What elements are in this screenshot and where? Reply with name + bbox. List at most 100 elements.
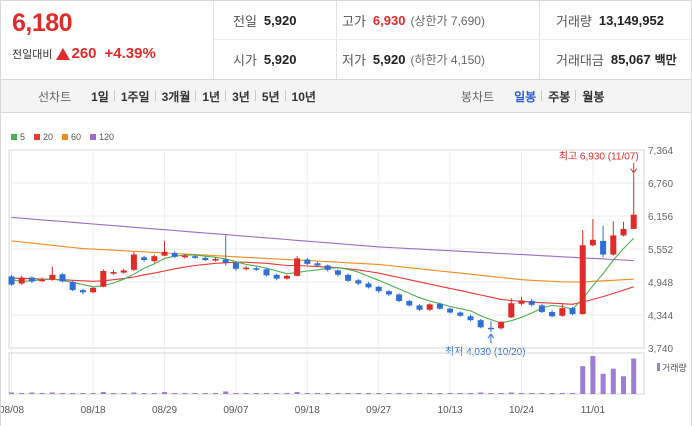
y-tick-label: 4,344 (648, 311, 673, 322)
volume-bar (600, 373, 606, 394)
high-label: 고가 (342, 13, 366, 29)
volume-bar (621, 376, 626, 394)
volume-bar (610, 368, 616, 394)
trade-value-unit: 백만 (654, 52, 677, 67)
ma60-line (11, 240, 634, 283)
candle-body (416, 305, 423, 310)
low-arrow-head (487, 333, 495, 339)
open-label: 시가 (233, 52, 257, 68)
candle-body (620, 228, 627, 236)
candle-body (151, 256, 158, 262)
candle-weekly[interactable]: 주봉 (541, 88, 576, 105)
prev-close-label: 전일 (233, 13, 257, 29)
period-1y[interactable]: 1년 (195, 88, 226, 105)
candle-body (385, 291, 392, 295)
open-value: 5,920 (263, 51, 297, 67)
candle-body (528, 301, 535, 305)
volume-bar (264, 392, 269, 394)
volume-bar (345, 392, 351, 394)
y-tick-label: 7,364 (648, 146, 673, 157)
candle-body (39, 279, 46, 282)
period-1d[interactable]: 1일 (91, 90, 109, 104)
candle-body (365, 283, 372, 288)
volume-bar (294, 391, 300, 394)
volume-bar (325, 392, 331, 394)
volume-bar (182, 392, 188, 394)
y-tick-label: 6,156 (648, 212, 673, 223)
candle-body (273, 274, 280, 279)
volume-bar (233, 392, 239, 394)
candle-body (477, 320, 484, 328)
volume-label: 거래량 (556, 13, 592, 29)
candle-body (100, 270, 107, 287)
volume-label: 거래량 (662, 362, 687, 373)
volume-bar (396, 392, 402, 394)
volume-bar (631, 358, 637, 394)
candle-body (59, 274, 66, 282)
legend-ma5-label: 5 (20, 132, 26, 142)
volume-bar (498, 392, 504, 394)
stock-summary-header: 6,180 전일대비 260 +4.39% 전일 5,920 시가 5,920 … (0, 0, 692, 80)
candle-body (90, 287, 97, 293)
volume-bar (580, 366, 586, 394)
candle-body (498, 321, 505, 329)
high-cell: 고가 6,930 (상한가 7,690) (342, 1, 485, 39)
line-chart-caption: 선차트 (38, 90, 72, 104)
change-row: 전일대비 260 +4.39% (12, 45, 156, 62)
volume-bar (100, 391, 106, 394)
candle-body (253, 268, 260, 270)
volume-bar (447, 392, 453, 394)
candle-body (304, 259, 311, 264)
legend-ma60: 60 (62, 132, 81, 142)
y-tick-label: 4,948 (648, 278, 673, 289)
candle-body (467, 316, 474, 321)
period-5y[interactable]: 5년 (254, 88, 286, 105)
x-tick-label: 08/08 (1, 405, 24, 416)
volume-legend-swatch (657, 363, 660, 371)
volume-bar (121, 392, 127, 394)
legend-ma20-label: 20 (43, 132, 54, 142)
candle-body (294, 258, 301, 276)
candle-body (457, 312, 464, 316)
legend-ma120-label: 120 (99, 132, 115, 142)
change-label: 전일대비 (12, 48, 53, 61)
change-amount: 260 (71, 45, 97, 62)
candle-body (222, 259, 229, 263)
candle-body (345, 274, 352, 281)
volume-bar (437, 392, 443, 394)
divider (539, 1, 540, 79)
candle-body (436, 303, 443, 309)
volume-bar (213, 392, 218, 394)
candle-body (161, 251, 168, 256)
prev-close-value: 5,920 (263, 12, 297, 28)
volume-bar (172, 392, 178, 394)
price-box: 6,180 전일대비 260 +4.39% (1, 1, 214, 79)
period-3m[interactable]: 3개월 (154, 88, 197, 105)
low-cell: 저가 5,920 (하한가 4,150) (342, 40, 485, 78)
x-tick-label: 10/24 (509, 405, 534, 416)
lower-limit: (하한가 4,150) (410, 52, 485, 67)
period-1w[interactable]: 1주일 (113, 88, 156, 105)
legend-ma5: 5 (11, 132, 25, 142)
volume-bar (386, 392, 392, 394)
period-10y[interactable]: 10년 (284, 88, 322, 105)
candle-body (171, 252, 178, 257)
candle-body (589, 239, 596, 246)
period-3y[interactable]: 3년 (225, 88, 256, 105)
volume-bar (417, 392, 422, 394)
candlestick-chart: 5 20 60 120 7,364 6,760 6,156 5,552 4,948 4,3… (0, 113, 692, 426)
volume-bar (559, 392, 565, 394)
volume-bar (590, 356, 596, 394)
candle-monthly[interactable]: 월봉 (575, 88, 610, 105)
volume-bar (111, 392, 116, 394)
up-triangle-icon (56, 47, 71, 60)
volume-bar (223, 391, 229, 394)
x-tick-label: 10/13 (438, 405, 463, 416)
volume-bar (529, 392, 535, 394)
candle-daily[interactable]: 일봉 (514, 90, 537, 104)
upper-limit: (상한가 7,690) (410, 13, 485, 28)
chart-toolbar: 선차트 1일 1주일 3개월 1년 3년 5년 10년 봉차트 일봉 주봉 월봉 (0, 80, 692, 113)
candle-body (487, 327, 494, 330)
high-value: 6,930 (372, 12, 406, 28)
candle-body (212, 258, 219, 261)
